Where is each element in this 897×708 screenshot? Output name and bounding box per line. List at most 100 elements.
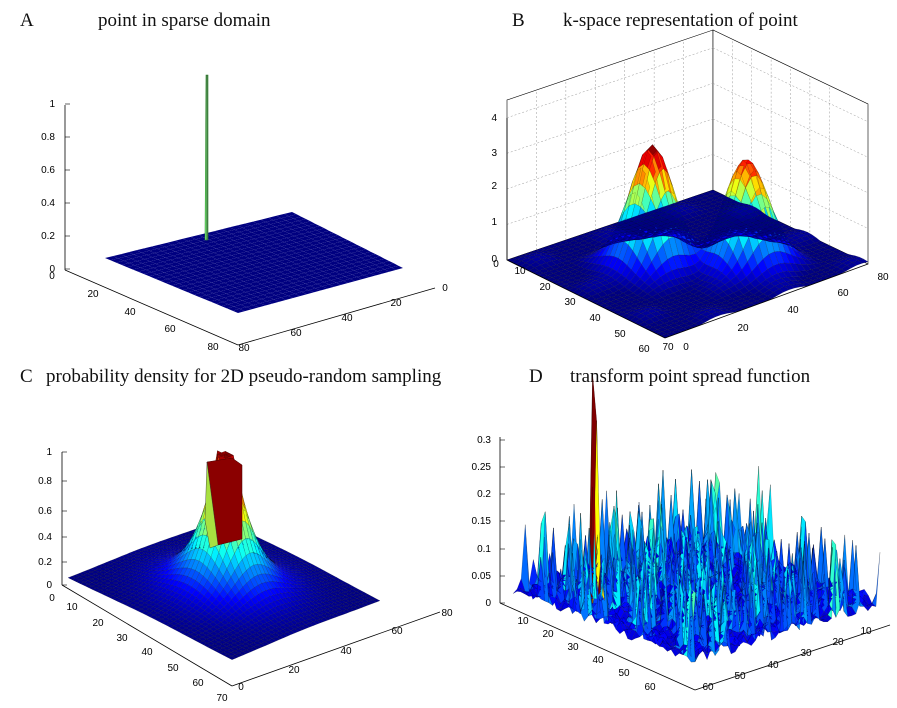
surface-cell (201, 250, 214, 255)
surface-cell (690, 312, 702, 319)
surface-cell (233, 274, 246, 280)
surface-cell (169, 272, 183, 278)
surface-cell (265, 220, 279, 225)
panel-a-title: point in sparse domain (98, 10, 271, 31)
surface-cell (356, 253, 369, 258)
surface-cell (349, 266, 362, 271)
surface-cell (127, 265, 141, 270)
z-tick-label: 0.8 (41, 132, 55, 143)
surface-cell (175, 275, 189, 280)
z-tick-label: 0.2 (38, 557, 52, 568)
surface-cell (204, 282, 217, 287)
surface-cell (282, 265, 295, 271)
surface-cell (351, 251, 364, 256)
surface-cell (134, 263, 148, 268)
surface-cell (131, 256, 145, 262)
surface-cell (164, 270, 178, 275)
surface-cell (208, 237, 222, 242)
surface-cell (253, 273, 266, 278)
surface-cell (279, 237, 292, 243)
surface-cell (296, 240, 309, 245)
surface-cell (282, 291, 295, 296)
surface-cell (319, 277, 332, 283)
surface-cell (305, 281, 318, 286)
surface-cell (177, 285, 190, 291)
surface-cell (312, 279, 325, 284)
panel-a-letter: A (20, 10, 34, 31)
surface-cell (195, 273, 209, 278)
surface-cell (290, 220, 303, 226)
surface-cell (252, 262, 265, 267)
surface-cell (242, 225, 255, 231)
surface-cell (210, 269, 223, 275)
surface-cell (273, 282, 287, 287)
surface-cell (370, 260, 383, 265)
surface-cell (166, 266, 180, 271)
surface-cell (299, 236, 312, 241)
surface-cell (287, 268, 300, 273)
x-tick-label: 10 (66, 602, 78, 613)
surface-cell (280, 295, 293, 300)
surface-cell (276, 242, 289, 247)
surface-cell (345, 274, 357, 279)
surface-cell (240, 302, 254, 307)
surface-cell (298, 283, 311, 288)
surface-cell (181, 262, 195, 267)
surface-cell (320, 263, 333, 268)
y-tick-label: 0 (683, 342, 689, 353)
surface-cell (287, 293, 300, 298)
y-tick-label: 20 (737, 323, 749, 334)
surface-cell (346, 248, 359, 254)
surface-cell (322, 284, 335, 289)
x-tick-label: 20 (390, 298, 402, 309)
surface-cell (189, 286, 203, 291)
surface-cell (271, 239, 285, 244)
surface-cell (206, 278, 219, 283)
surface-cell (309, 273, 322, 278)
surface-cell (270, 276, 283, 281)
surface-cell (287, 225, 300, 230)
surface-cell (272, 286, 285, 292)
surface-cell (277, 289, 290, 294)
surface-cell (252, 288, 265, 293)
surface-cell (682, 291, 694, 297)
surface-cell (261, 245, 274, 251)
surface-cell (240, 287, 253, 293)
surface-cell (261, 256, 275, 261)
surface-cell (309, 230, 322, 235)
surface-cell (195, 248, 209, 253)
surface-cell (221, 227, 235, 232)
surface-cell (286, 236, 300, 241)
z-tick-label: 1 (46, 447, 52, 458)
surface-cell (269, 233, 282, 238)
surface-cell (229, 283, 243, 288)
surface-cell (377, 258, 390, 263)
surface-cell (325, 243, 338, 248)
surface-cell (745, 298, 758, 304)
surface-cell (273, 297, 287, 302)
surface-cell (306, 266, 319, 271)
surface-cell (236, 245, 250, 250)
surface-cell (254, 258, 267, 263)
surface-cell (743, 291, 754, 297)
surface-cell (251, 241, 265, 246)
surface-cell (211, 280, 225, 285)
surface-cell (668, 323, 680, 328)
surface-cell (252, 230, 265, 235)
surface-cell (308, 251, 321, 256)
surface-cell (291, 238, 304, 243)
surface-cell (318, 256, 331, 261)
surface-cell (182, 288, 196, 293)
surface-cell (255, 269, 268, 274)
surface-cell (281, 216, 294, 221)
surface-cell (315, 249, 328, 255)
surface-cell (245, 221, 258, 226)
y-tick-label: 20 (288, 665, 300, 676)
surface-cell (184, 284, 198, 289)
surface-cell (229, 247, 242, 252)
surface-cell (354, 247, 366, 252)
surface-cell (330, 246, 343, 251)
surface-cell (197, 269, 211, 274)
surface-cell (296, 287, 309, 292)
surface-cell (226, 276, 239, 281)
